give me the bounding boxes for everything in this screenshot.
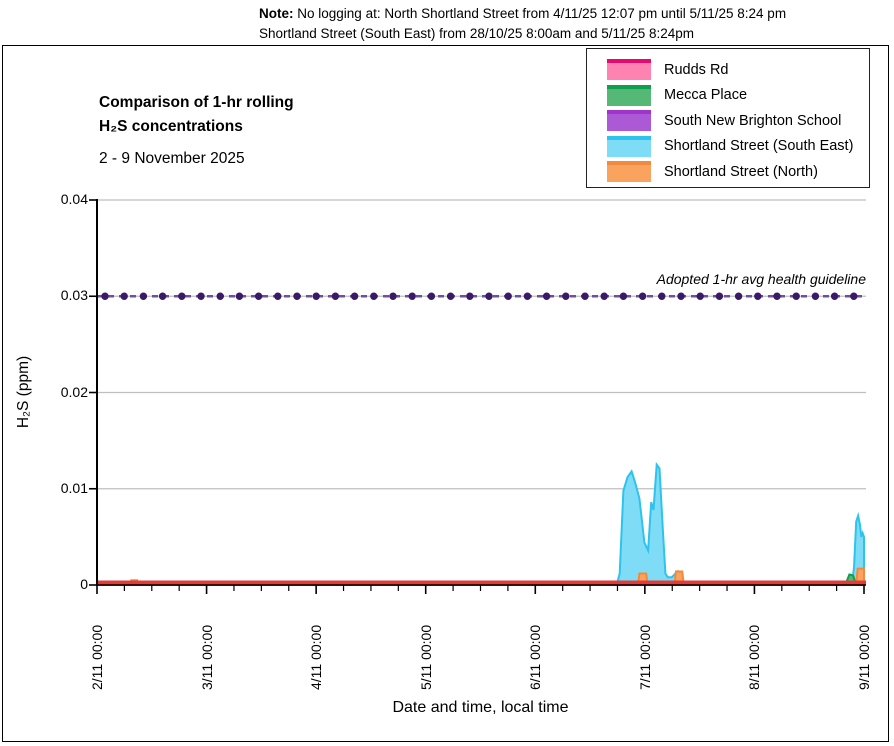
guideline-marker (427, 292, 436, 300)
guideline-marker (139, 292, 148, 300)
legend-swatch (607, 59, 651, 81)
guideline-marker (120, 292, 128, 300)
note-line1: No logging at: North Shortland Street fr… (297, 6, 787, 21)
guideline-marker (734, 292, 743, 300)
guideline-marker (619, 292, 628, 300)
guideline-marker (850, 292, 858, 300)
guideline-marker (158, 292, 167, 300)
chart-title-line1: Comparison of 1-hr rolling (99, 94, 294, 111)
x-tick-label: 9/11 00:00 (856, 624, 872, 690)
legend-label: Shortland Street (North) (664, 163, 818, 180)
guideline-marker (696, 292, 704, 300)
y-tick-label: 0.01 (60, 479, 88, 496)
guideline-marker (773, 292, 781, 300)
guideline-marker (830, 292, 839, 300)
guideline-marker (216, 292, 224, 300)
guideline-marker (408, 292, 416, 300)
x-tick-label: 8/11 00:00 (746, 624, 763, 690)
guideline-marker (235, 292, 244, 300)
guideline-marker (312, 292, 320, 300)
legend-item-south-new-brighton-school: South New Brighton School (607, 108, 869, 134)
guideline-marker (178, 292, 186, 300)
note-label: Note: (259, 6, 294, 21)
x-tick-label: 4/11 00:00 (308, 624, 325, 690)
guideline-marker (677, 292, 685, 300)
y-tick-label: 0.03 (60, 287, 88, 304)
y-tick-label: 0 (80, 576, 88, 592)
legend-item-shortland-street-north-: Shortland Street (North) (607, 159, 869, 185)
x-tick-label: 2/11 00:00 (89, 624, 105, 690)
guideline-marker (504, 292, 512, 300)
note-line2: Shortland Street (South East) from 28/10… (259, 25, 695, 41)
guideline-marker (446, 292, 455, 300)
x-tick-label: 3/11 00:00 (198, 624, 215, 690)
guideline-marker (331, 292, 340, 300)
legend-swatch (607, 84, 651, 106)
guideline-marker (811, 292, 820, 300)
guideline-marker (274, 292, 282, 300)
guideline-marker (101, 292, 109, 300)
guideline-marker (542, 292, 551, 300)
guideline-marker (600, 292, 608, 300)
legend-swatch (607, 135, 651, 157)
guideline-marker (658, 292, 666, 300)
legend-label: Rudds Rd (664, 61, 729, 78)
y-tick-label: 0.04 (60, 191, 88, 207)
guideline-marker (293, 292, 301, 300)
legend-item-rudds-rd: Rudds Rd (607, 57, 869, 83)
guideline-marker (523, 292, 532, 300)
guideline-marker (389, 292, 397, 300)
chart-title-block: Comparison of 1-hr rolling H₂S concentra… (99, 91, 294, 168)
guideline-marker (581, 292, 589, 300)
chart-title-line2: H₂S concentrations (99, 118, 243, 136)
x-tick-label: 5/11 00:00 (417, 624, 434, 690)
guideline-label: Adopted 1-hr avg health guideline (656, 271, 866, 287)
guideline-marker (754, 292, 762, 300)
chart-subtitle: 2 - 9 November 2025 (99, 150, 245, 168)
guideline-marker (638, 292, 647, 300)
series-shortland-street-south-east- (97, 461, 865, 586)
x-tick-label: 7/11 00:00 (636, 624, 653, 690)
x-tick-label: 6/11 00:00 (527, 624, 544, 690)
legend-label: Shortland Street (South East) (664, 138, 854, 155)
y-tick-label: 0.02 (60, 383, 88, 400)
guideline-marker (792, 292, 800, 300)
guideline-marker (254, 292, 263, 300)
guideline-marker (562, 292, 570, 300)
guideline-marker (197, 292, 205, 300)
legend-swatch (607, 110, 651, 132)
guideline-marker (485, 292, 493, 300)
legend-item-shortland-street-south-east-: Shortland Street (South East) (607, 134, 869, 160)
chart-note: Note: No logging at: North Shortland Str… (259, 4, 786, 43)
guideline-marker (350, 292, 359, 300)
guideline-marker (466, 292, 474, 300)
legend-box: Rudds Rd Mecca Place South New Brighton Sc… (586, 48, 870, 188)
legend-swatch (607, 161, 651, 183)
legend-item-mecca-place: Mecca Place (607, 83, 869, 109)
guideline-marker (715, 292, 724, 300)
x-axis-title: Date and time, local time (392, 699, 569, 716)
y-axis-title: H₂S (ppm) (15, 355, 32, 429)
guideline-marker (370, 292, 378, 300)
legend-label: Mecca Place (664, 87, 748, 104)
legend-label: South New Brighton School (664, 112, 842, 129)
